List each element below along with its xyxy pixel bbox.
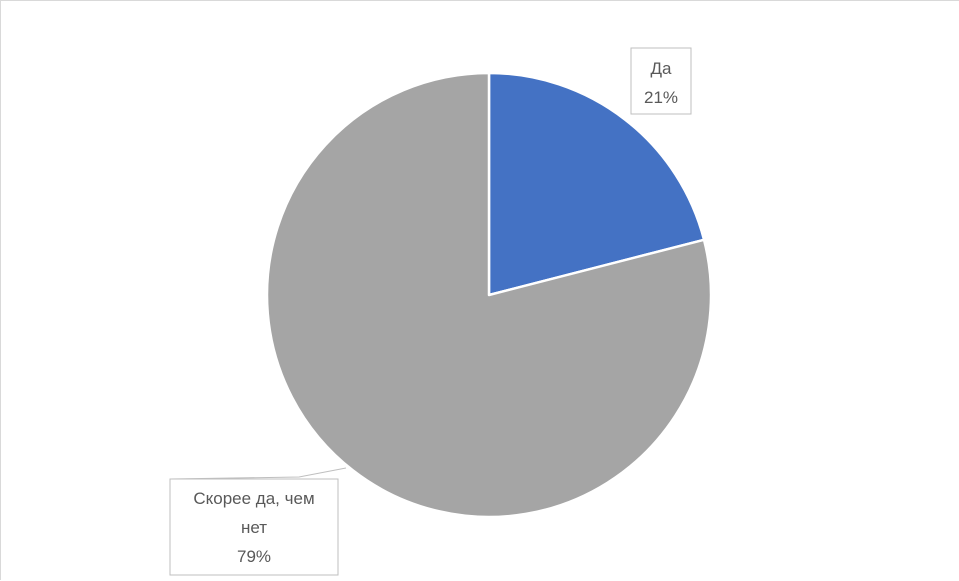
leader-line-skoree [170, 467, 347, 480]
label-value-da: 21% [644, 88, 678, 107]
callout-box-skoree [169, 478, 339, 576]
label-category-da: Да [651, 59, 673, 78]
callout-box-da [630, 47, 692, 115]
pie-slice-da [487, 71, 706, 297]
data-label-skoree: Скорее да, чем нет 79% [169, 467, 347, 576]
label-category-skoree-line2: нет [241, 518, 267, 537]
pie-slices [265, 71, 713, 519]
label-category-skoree-line1: Скорее да, чем [193, 489, 314, 508]
label-value-skoree: 79% [237, 547, 271, 566]
pie-slice-skoree-da-chem-net [265, 71, 713, 519]
data-label-da: Да 21% [630, 47, 692, 115]
